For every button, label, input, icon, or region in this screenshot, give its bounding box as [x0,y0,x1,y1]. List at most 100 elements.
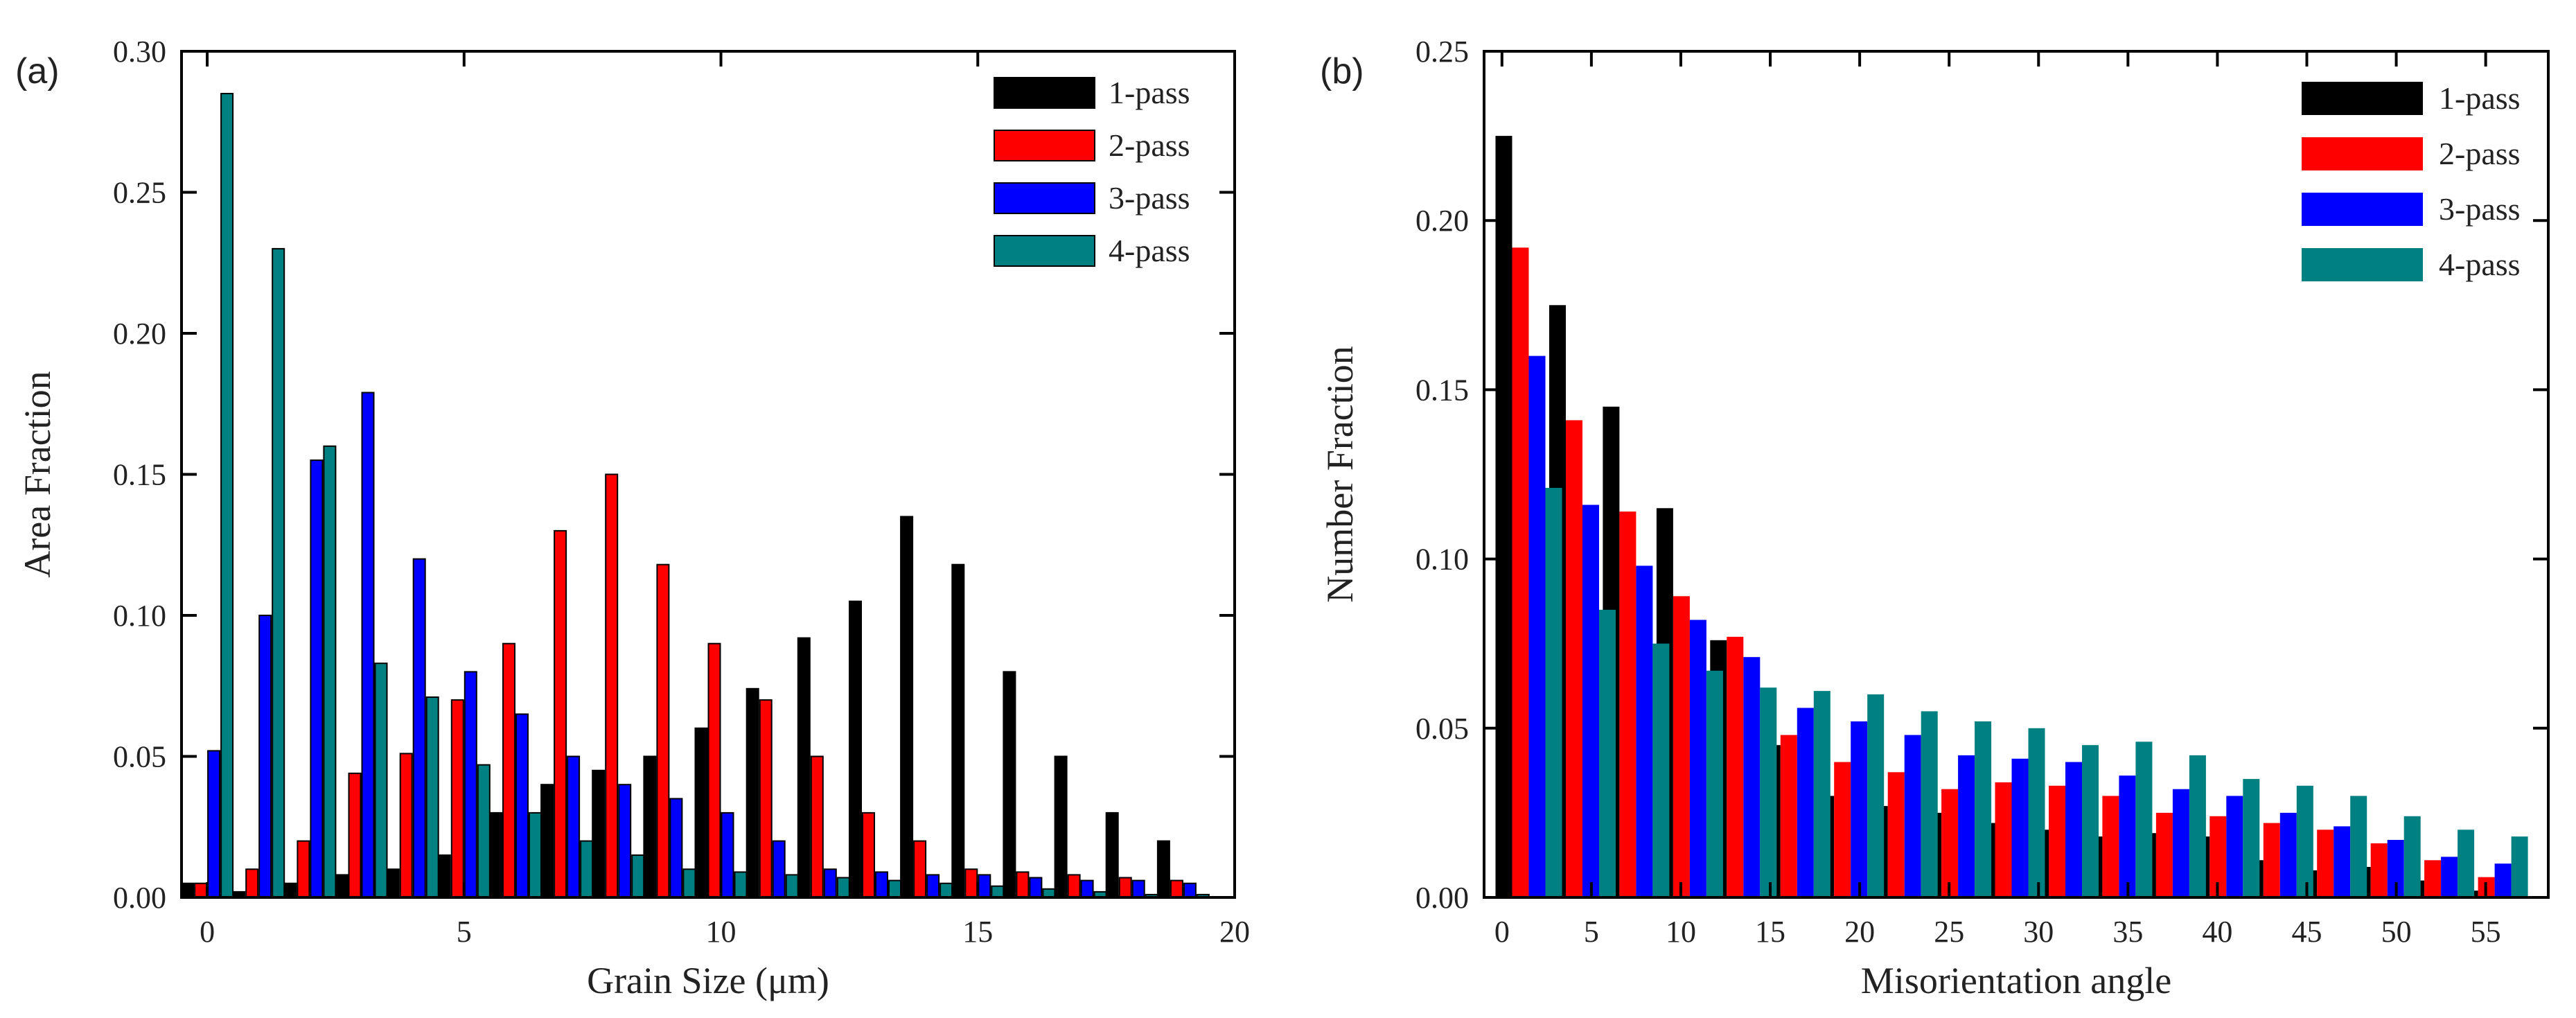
bar-b-2-pass-15 [2317,830,2334,897]
legend-swatch-b-1-pass [2302,82,2423,115]
bar-a-1-pass-18 [1105,811,1119,899]
bar-a-1-pass-4 [386,868,400,899]
bar-a-3-pass-18 [1131,879,1145,898]
bar-a-2-pass-0 [194,882,208,898]
y-tick-label-a-0: 0.00 [113,881,166,915]
bar-a-2-pass-19 [1170,879,1183,898]
bar-b-3-pass-2 [1636,565,1653,897]
bar-a-3-pass-9 [669,798,683,898]
bar-b-2-pass-8 [1941,789,1959,897]
legend-swatch-a-4-pass [994,235,1095,267]
bar-a-4-pass-10 [734,871,748,899]
bar-a-2-pass-4 [399,753,413,899]
legend-label-a-2-pass: 2-pass [1109,128,1190,163]
legend-label-a-4-pass: 4-pass [1109,233,1190,268]
bar-a-2-pass-15 [964,868,978,899]
bar-a-4-pass-5 [477,764,491,898]
bar-b-3-pass-10 [2065,762,2082,897]
bar-a-4-pass-9 [682,868,696,899]
bar-a-3-pass-5 [464,671,477,899]
bar-b-3-pass-0 [1528,356,1546,897]
bar-a-2-pass-12 [810,755,824,898]
bar-b-4-pass-10 [2082,745,2099,897]
bar-a-1-pass-11 [746,687,759,898]
bar-a-3-pass-15 [978,874,991,899]
bar-a-2-pass-3 [348,772,362,899]
x-tick-label-b-55: 55 [2471,915,2501,949]
bar-a-1-pass-9 [643,755,657,898]
bar-b-4-pass-15 [2350,796,2367,897]
bar-a-3-pass-10 [721,811,734,899]
y-tick-label-b-5: 0.25 [1415,35,1469,69]
bar-a-2-pass-8 [605,473,619,898]
bar-a-4-pass-3 [374,662,388,898]
bar-b-4-pass-12 [2189,755,2206,897]
bar-b-4-pass-16 [2403,816,2421,897]
bar-b-3-pass-7 [1904,735,1921,897]
bar-b-1-pass-0 [1495,136,1512,898]
bar-b-4-pass-17 [2458,830,2475,897]
bar-b-2-pass-6 [1834,762,1851,897]
bar-b-4-pass-2 [1652,643,1670,897]
bar-b-2-pass-7 [1887,772,1905,897]
bar-b-4-pass-7 [1921,711,1938,897]
bar-a-3-pass-1 [258,615,272,898]
bar-a-3-pass-12 [823,868,837,899]
bar-a-3-pass-11 [772,840,786,898]
bar-b-2-pass-10 [2049,785,2065,897]
x-tick-label-b-5: 5 [1584,915,1599,949]
panel-label-a: (a) [15,51,60,91]
bar-b-2-pass-17 [2424,860,2442,897]
bar-a-3-pass-3 [361,392,375,898]
legend-label-b-3-pass: 3-pass [2439,191,2521,227]
bar-a-1-pass-19 [1156,840,1170,898]
bar-a-1-pass-0 [181,882,195,898]
bar-b-4-pass-13 [2243,779,2260,897]
bar-b-3-pass-1 [1582,504,1599,897]
bar-a-4-pass-8 [631,854,645,898]
y-tick-label-b-2: 0.10 [1415,543,1469,577]
y-tick-label-b-4: 0.20 [1415,204,1469,238]
legend-swatch-b-4-pass [2302,248,2423,281]
bar-a-4-pass-12 [836,877,850,898]
bar-b-3-pass-3 [1689,620,1706,897]
legend-swatch-a-3-pass [994,182,1095,214]
x-tick-label-a-10: 10 [706,915,736,949]
x-tick-label-b-0: 0 [1494,915,1510,949]
bar-a-1-pass-14 [900,516,914,898]
bar-a-1-pass-16 [1003,671,1016,899]
bar-b-2-pass-0 [1512,247,1529,897]
bar-a-1-pass-13 [849,600,862,898]
bar-b-4-pass-9 [2028,728,2045,897]
bar-a-2-pass-1 [245,868,259,899]
bar-b-2-pass-16 [2370,843,2388,897]
bar-a-3-pass-14 [926,874,940,899]
bar-a-4-pass-13 [888,879,901,898]
bar-a-2-pass-9 [656,563,670,898]
bar-a-3-pass-2 [310,459,324,898]
bar-b-4-pass-11 [2135,741,2153,897]
bar-b-4-pass-18 [2511,836,2528,897]
bar-b-4-pass-0 [1545,488,1562,897]
legend-swatch-b-3-pass [2302,193,2423,226]
y-tick-label-a-5: 0.25 [113,176,166,210]
x-tick-label-a-0: 0 [200,915,215,949]
y-axis-title-a: Area Fraction [17,371,58,577]
bar-a-1-pass-8 [592,769,606,899]
bar-a-3-pass-8 [618,784,632,898]
bar-a-1-pass-5 [437,854,451,898]
bar-b-4-pass-1 [1599,609,1616,897]
bar-b-2-pass-5 [1780,735,1797,897]
bar-b-4-pass-6 [1867,694,1885,897]
y-tick-label-a-2: 0.10 [113,599,166,633]
x-tick-label-b-30: 30 [2023,915,2054,949]
bar-b-3-pass-18 [2494,863,2512,897]
bar-a-2-pass-17 [1067,874,1081,899]
bar-a-4-pass-2 [323,445,337,898]
bar-b-3-pass-9 [2011,758,2029,897]
bar-a-4-pass-6 [529,811,542,899]
bar-b-4-pass-14 [2296,785,2313,897]
bar-a-1-pass-3 [335,874,349,899]
bar-b-4-pass-3 [1706,670,1723,897]
